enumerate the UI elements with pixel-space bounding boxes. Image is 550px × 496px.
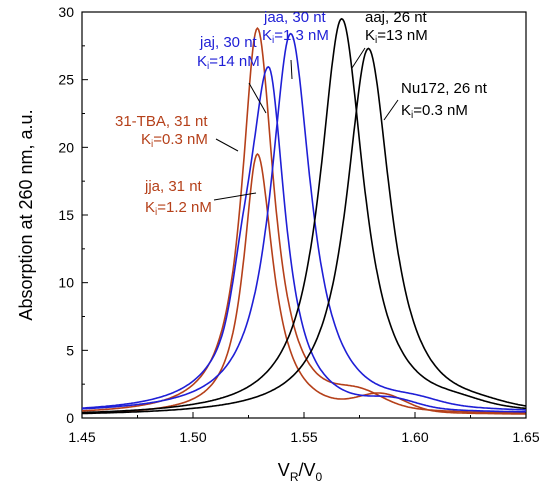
x-axis-title-sub-r: R [290,470,299,484]
annotation-jaj-line1: jaj, 30 nt [199,34,258,51]
annotation-tba: 31-TBA, 31 nt Ki=0.3 nM [115,113,208,150]
series-line-jaj [81,65,527,413]
annotation-aaj-line1: aaj, 26 nt [365,9,428,26]
series-group [81,17,527,415]
series-line-jaa [81,32,526,411]
series-line-nu172 [82,47,527,415]
y-tick-label: 10 [58,275,74,291]
annotation-leaders [213,47,399,201]
annotation-nu172-line2: Ki=0.3 nM [401,102,468,121]
annotation-tba-line1: 31-TBA, 31 nt [115,113,208,130]
y-tick-label: 30 [58,4,74,20]
y-tick-label: 0 [66,410,74,426]
annotation-aaj-line2: Ki=13 nM [365,27,428,46]
y-tick-label: 20 [58,139,74,155]
x-tick-label: 1.60 [401,429,428,445]
annotation-jja-line2: Ki=1.2 nM [145,199,212,218]
annotation-jaj: jaj, 30 nt Ki=14 nM [197,34,260,72]
x-axis-title-mid: /V [298,460,315,480]
x-axis-title-sub-0: 0 [316,470,323,484]
annotation-jaa-line2: Ki=1.3 nM [262,27,329,46]
leader-jaj [248,82,267,114]
annotation-jaj-line2: Ki=14 nM [197,53,260,72]
y-tick-label: 15 [58,207,74,223]
leader-aaj [351,47,366,69]
annotation-jja: jja, 31 nt Ki=1.2 nM [144,178,212,218]
x-tick-label: 1.55 [290,429,317,445]
y-axis-title: Absorption at 260 nm, a.u. [16,109,36,320]
x-tick-label: 1.45 [68,429,95,445]
annotation-jja-line1: jja, 31 nt [144,178,203,195]
leader-jaa [290,59,293,80]
leader-tba [215,138,239,152]
series-line-aaj [82,17,527,414]
x-axis-title: VR/V0 [278,460,323,484]
annotation-nu172: Nu172, 26 nt Ki=0.3 nM [401,80,488,121]
annotation-jaa-line1: jaa, 30 nt [263,9,327,26]
y-tick-label: 5 [66,342,74,358]
axis-ticks: 1.45 1.50 1.55 1.60 1.65 0 5 10 15 20 25 30 [58,4,539,445]
leader-jja [213,192,257,201]
annotation-nu172-line1: Nu172, 26 nt [401,80,488,97]
x-axis-title-v: V [278,460,290,480]
y-tick-label: 25 [58,72,74,88]
annotation-tba-line2: Ki=0.3 nM [141,131,208,150]
annotation-jaa: jaa, 30 nt Ki=1.3 nM [262,9,329,46]
annotation-aaj: aaj, 26 nt Ki=13 nM [365,9,428,46]
leader-nu172 [383,99,399,121]
x-tick-label: 1.50 [179,429,206,445]
x-tick-label: 1.65 [512,429,539,445]
